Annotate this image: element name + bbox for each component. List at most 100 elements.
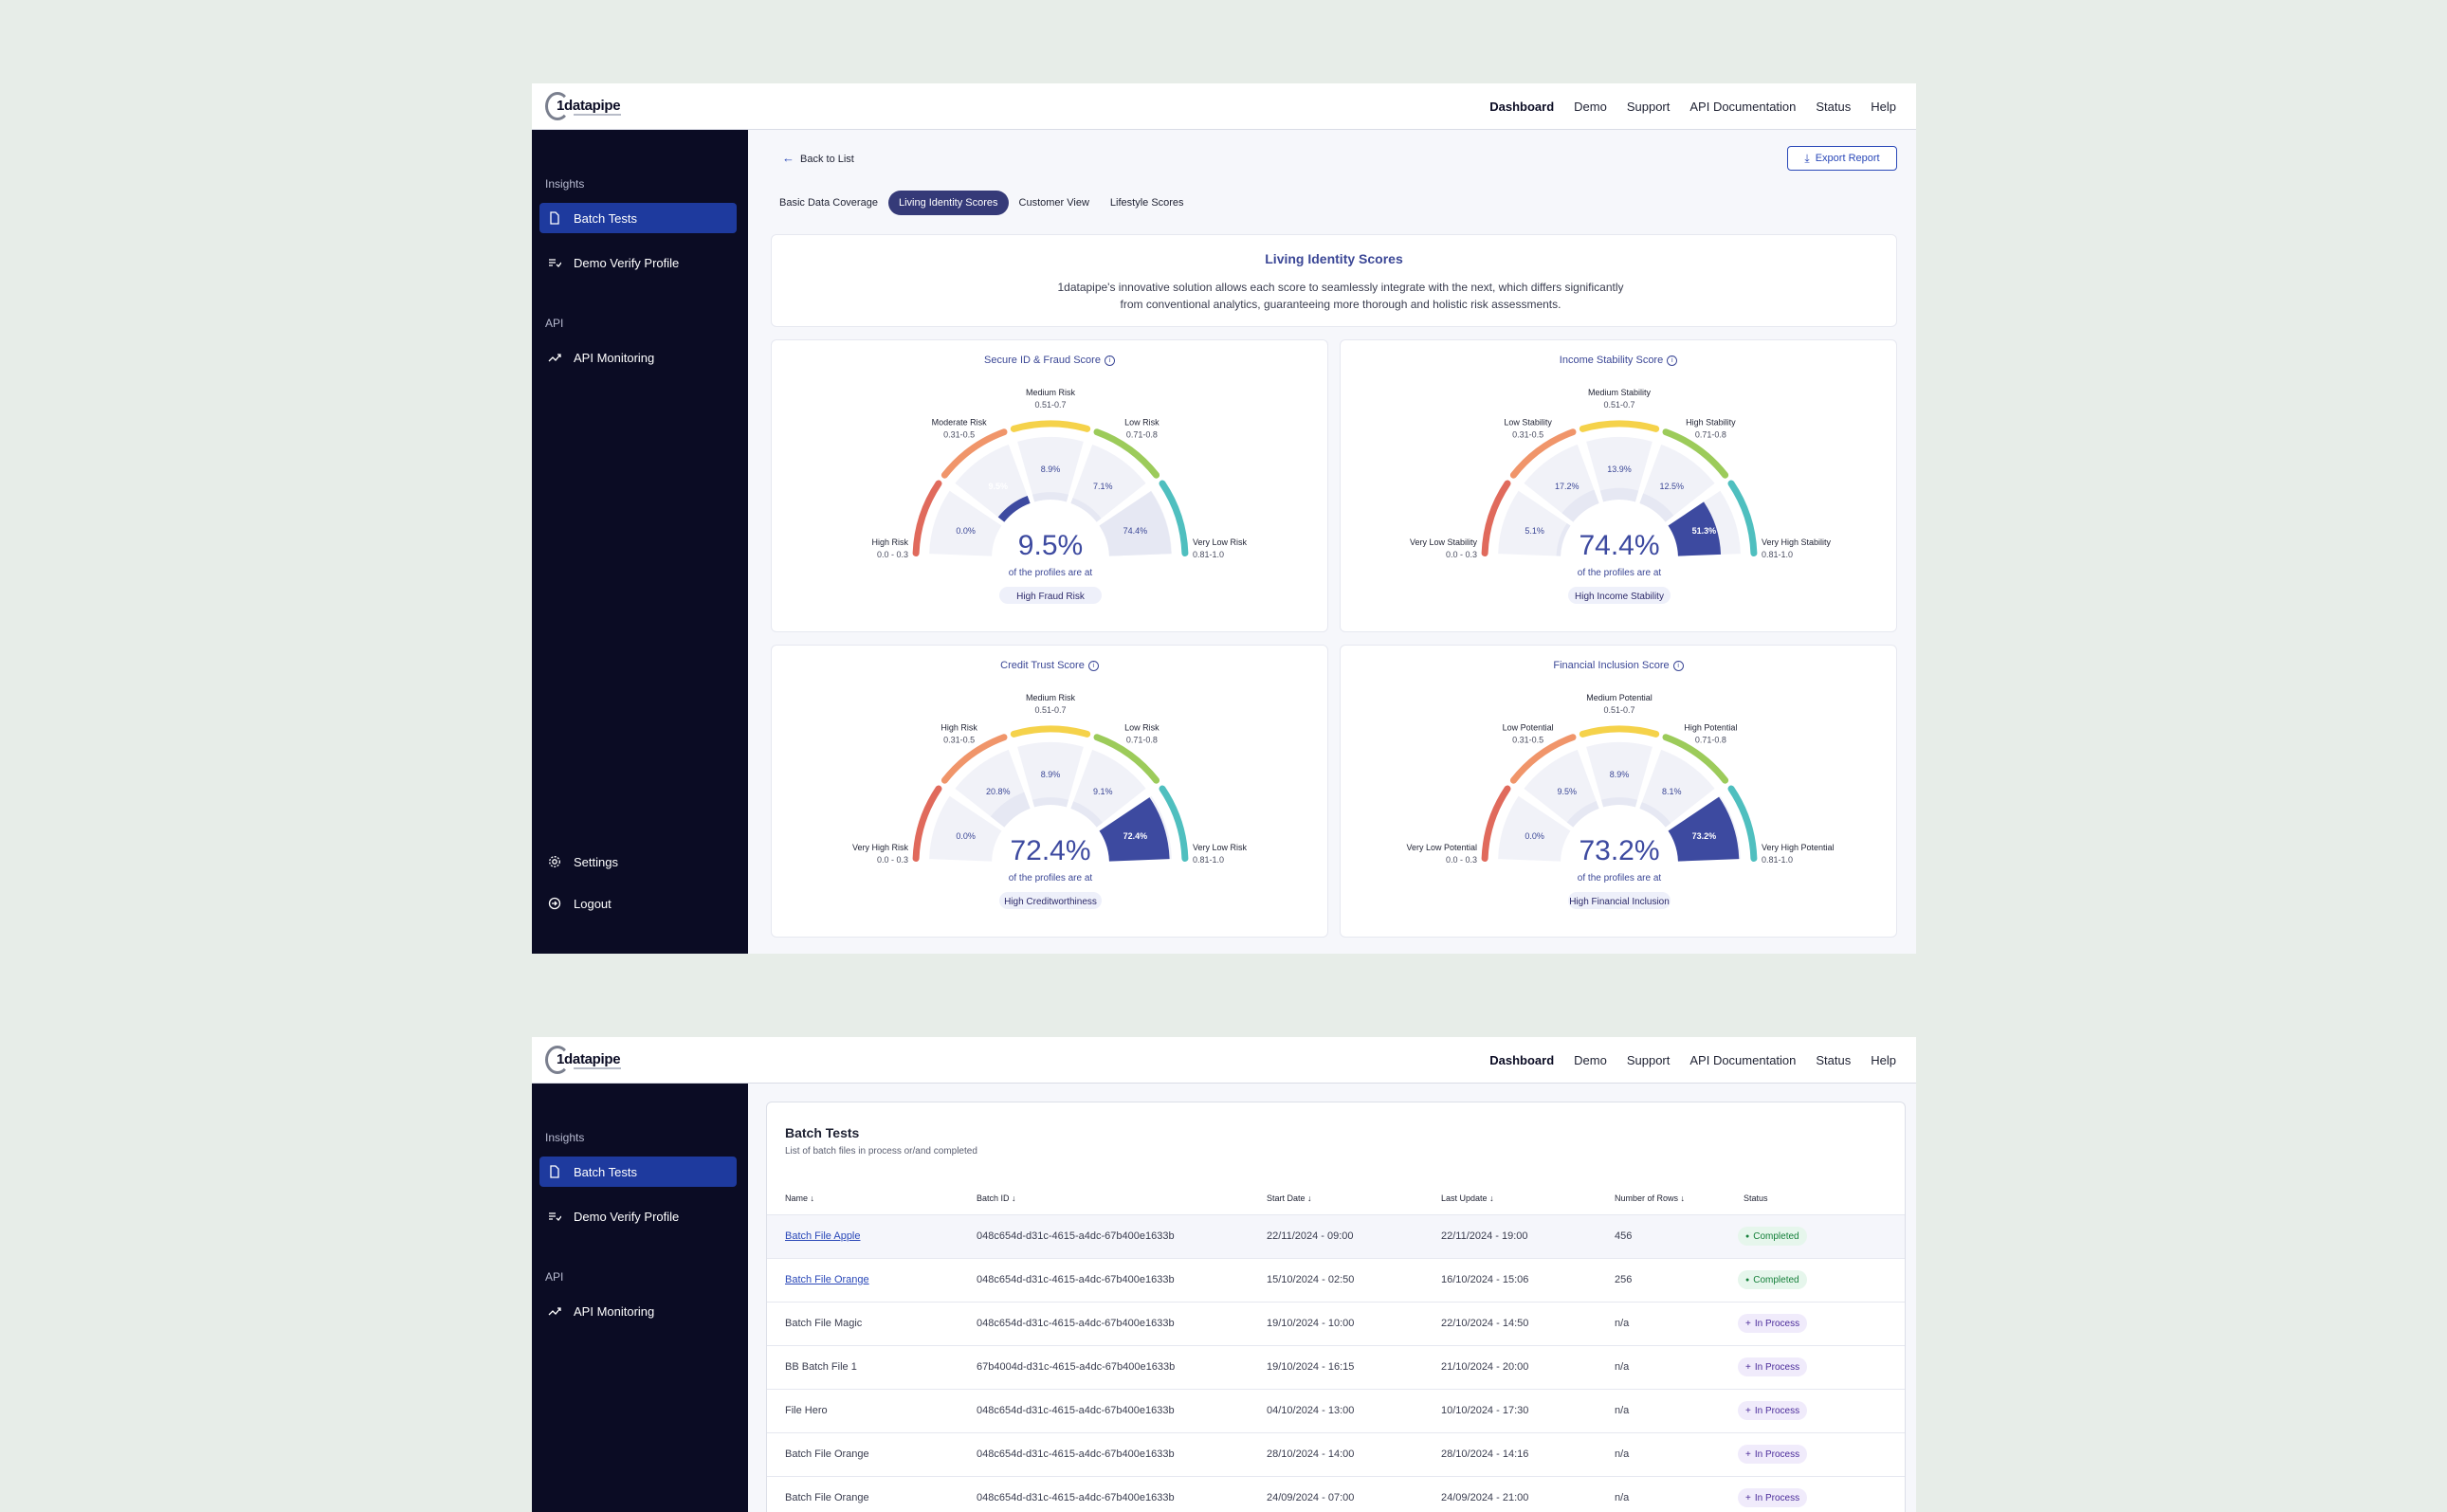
logo-mark bbox=[545, 92, 570, 120]
table-row[interactable]: File Hero 048c654d-d31c-4615-a4dc-67b400e… bbox=[767, 1390, 1905, 1433]
cell-name[interactable]: Batch File Apple bbox=[785, 1230, 861, 1242]
gauge-segment-label: High Potential bbox=[1684, 722, 1737, 732]
col-header-number-of-rows[interactable]: Number of Rows ↓ bbox=[1615, 1193, 1685, 1203]
gauge-segment-wedge bbox=[1586, 742, 1653, 808]
col-header-batch-id[interactable]: Batch ID ↓ bbox=[977, 1193, 1016, 1203]
tab-living-identity-scores[interactable]: Living Identity Scores bbox=[887, 191, 1009, 215]
gauge-profiles-text: of the profiles are at bbox=[1578, 873, 1662, 884]
tab-basic-data-coverage[interactable]: Basic Data Coverage bbox=[779, 197, 878, 209]
gauge-segment-value: 8.9% bbox=[1610, 770, 1630, 779]
nav-status[interactable]: Status bbox=[1816, 1052, 1852, 1067]
table-row[interactable]: Batch File Orange 048c654d-d31c-4615-a4dc… bbox=[767, 1433, 1905, 1477]
logo[interactable]: 1datapipe bbox=[545, 1046, 649, 1074]
nav-help[interactable]: Help bbox=[1871, 99, 1896, 114]
nav-dashboard[interactable]: Dashboard bbox=[1489, 1052, 1555, 1067]
gauge-segment-value: 0.0% bbox=[956, 526, 976, 536]
cell-update: 10/10/2024 - 17:30 bbox=[1441, 1405, 1529, 1416]
info-icon[interactable]: i bbox=[1672, 660, 1684, 671]
status-dot-icon: ● bbox=[1745, 1232, 1750, 1240]
sidebar-item-api-monitoring[interactable]: API Monitoring bbox=[539, 1296, 737, 1326]
gauge-value-fill bbox=[1070, 801, 1104, 828]
sidebar-item-batch-tests[interactable]: Batch Tests bbox=[539, 203, 737, 233]
nav-support[interactable]: Support bbox=[1626, 1052, 1671, 1067]
gauge-segment-label: Low Risk bbox=[1124, 722, 1160, 732]
nav-demo[interactable]: Demo bbox=[1574, 99, 1607, 114]
gauge-segment-label: High Risk bbox=[940, 722, 977, 732]
nav-support[interactable]: Support bbox=[1626, 99, 1671, 114]
gauge-title: Income Stability Score i bbox=[1341, 355, 1896, 366]
table-row[interactable]: Batch File Magic 048c654d-d31c-4615-a4dc-… bbox=[767, 1303, 1905, 1346]
col-header-name[interactable]: Name ↓ bbox=[785, 1193, 814, 1203]
col-header-label: Start Date bbox=[1267, 1193, 1306, 1203]
gauge-segment-arc bbox=[1159, 785, 1189, 863]
info-icon[interactable]: i bbox=[1667, 355, 1678, 366]
table-row[interactable]: BB Batch File 1 67b4004d-d31c-4615-a4dc-6… bbox=[767, 1346, 1905, 1390]
sidebar-item-logout[interactable]: Logout bbox=[539, 888, 737, 919]
sidebar-item-batch-tests[interactable]: Batch Tests bbox=[539, 1157, 737, 1187]
nav-api-documentation[interactable]: API Documentation bbox=[1689, 1052, 1797, 1067]
cell-id: 048c654d-d31c-4615-a4dc-67b400e1633b bbox=[977, 1448, 1175, 1460]
trend-icon bbox=[548, 351, 561, 364]
gauge-segment-value: 72.4% bbox=[1123, 831, 1148, 841]
gauge-badge-bg bbox=[999, 587, 1102, 604]
col-header-start-date[interactable]: Start Date ↓ bbox=[1267, 1193, 1312, 1203]
cell-start: 28/10/2024 - 14:00 bbox=[1267, 1448, 1355, 1460]
gauge-segment-label: Very Low Potential bbox=[1406, 843, 1477, 852]
gauge-segment-value: 7.1% bbox=[1093, 482, 1113, 491]
cell-start: 19/10/2024 - 10:00 bbox=[1267, 1318, 1355, 1329]
table-row[interactable]: Batch File Orange 048c654d-d31c-4615-a4dc… bbox=[767, 1259, 1905, 1303]
nav-help[interactable]: Help bbox=[1871, 1052, 1896, 1067]
table-row[interactable]: Batch File Apple 048c654d-d31c-4615-a4dc-… bbox=[767, 1215, 1905, 1259]
nav-status[interactable]: Status bbox=[1816, 99, 1852, 114]
sidebar-item-demo-verify-profile[interactable]: Demo Verify Profile bbox=[539, 247, 737, 278]
gauge-segment-range: 0.81-1.0 bbox=[1762, 550, 1793, 559]
sidebar-section-api: API bbox=[545, 1270, 564, 1284]
gauge-segment-range: 0.31-0.5 bbox=[943, 429, 975, 439]
sidebar-item-demo-verify-profile[interactable]: Demo Verify Profile bbox=[539, 1201, 737, 1231]
gauge-big-value: 73.2% bbox=[1579, 835, 1659, 866]
intro-text-line: from conventional analytics, guaranteein… bbox=[1120, 298, 1561, 311]
sort-arrow-icon: ↓ bbox=[810, 1193, 815, 1203]
gauge-segment-wedge bbox=[1498, 795, 1571, 862]
gauge-segment-label: Very High Potential bbox=[1762, 843, 1835, 852]
gauge-segment-wedge bbox=[1586, 437, 1653, 502]
status-label: In Process bbox=[1754, 1492, 1800, 1503]
sidebar-item-api-monitoring[interactable]: API Monitoring bbox=[539, 342, 737, 373]
tab-customer-view[interactable]: Customer View bbox=[1018, 197, 1089, 209]
file-icon bbox=[548, 211, 561, 225]
sidebar-item-label: Demo Verify Profile bbox=[574, 1209, 680, 1224]
status-badge: + In Process bbox=[1738, 1357, 1808, 1376]
gauge-segment-arc bbox=[912, 785, 942, 863]
logo[interactable]: 1datapipe bbox=[545, 92, 649, 120]
gauge-segment-arc bbox=[1662, 734, 1729, 784]
col-header-last-update[interactable]: Last Update ↓ bbox=[1441, 1193, 1494, 1203]
table-row[interactable]: Batch File Orange 048c654d-d31c-4615-a4dc… bbox=[767, 1477, 1905, 1512]
list-check-icon bbox=[548, 256, 562, 269]
intro-card: Living Identity Scores 1datapipe's innov… bbox=[771, 234, 1897, 327]
gauge-title: Financial Inclusion Score i bbox=[1341, 660, 1896, 671]
sidebar-item-settings[interactable]: Settings bbox=[539, 847, 737, 877]
gauge-value-fill bbox=[1566, 800, 1599, 828]
gauge-badge: High Creditworthiness bbox=[1004, 897, 1097, 907]
batch-tests-subtitle: List of batch files in process or/and co… bbox=[785, 1146, 977, 1157]
cell-name: File Hero bbox=[785, 1405, 828, 1416]
cell-id: 048c654d-d31c-4615-a4dc-67b400e1633b bbox=[977, 1492, 1175, 1503]
info-icon[interactable]: i bbox=[1087, 660, 1099, 671]
info-icon[interactable]: i bbox=[1104, 355, 1115, 366]
gauge-value-fill bbox=[1561, 489, 1599, 522]
gauge-segment-value: 0.0% bbox=[956, 831, 976, 841]
gauge-card-secure-id: 0.0% High Risk 0.0 - 0.3 9.5% Moderate Risk 0… bbox=[771, 339, 1328, 632]
status-badge: + In Process bbox=[1738, 1401, 1808, 1420]
tab-lifestyle-scores[interactable]: Lifestyle Scores bbox=[1109, 197, 1184, 209]
gauge-value-fill bbox=[1099, 797, 1170, 862]
cell-id: 048c654d-d31c-4615-a4dc-67b400e1633b bbox=[977, 1230, 1175, 1242]
nav-demo[interactable]: Demo bbox=[1574, 1052, 1607, 1067]
gauge-segment-value: 8.9% bbox=[1041, 465, 1061, 474]
cell-name[interactable]: Batch File Orange bbox=[785, 1274, 869, 1285]
gauge-segment-arc bbox=[1159, 480, 1189, 557]
gauge-segment-arc bbox=[1093, 734, 1160, 784]
export-report-button[interactable]: ⤓ Export Report bbox=[1787, 146, 1897, 171]
back-to-list-link[interactable]: ← Back to List bbox=[782, 151, 854, 165]
nav-api-documentation[interactable]: API Documentation bbox=[1689, 99, 1797, 114]
nav-dashboard[interactable]: Dashboard bbox=[1489, 99, 1555, 114]
